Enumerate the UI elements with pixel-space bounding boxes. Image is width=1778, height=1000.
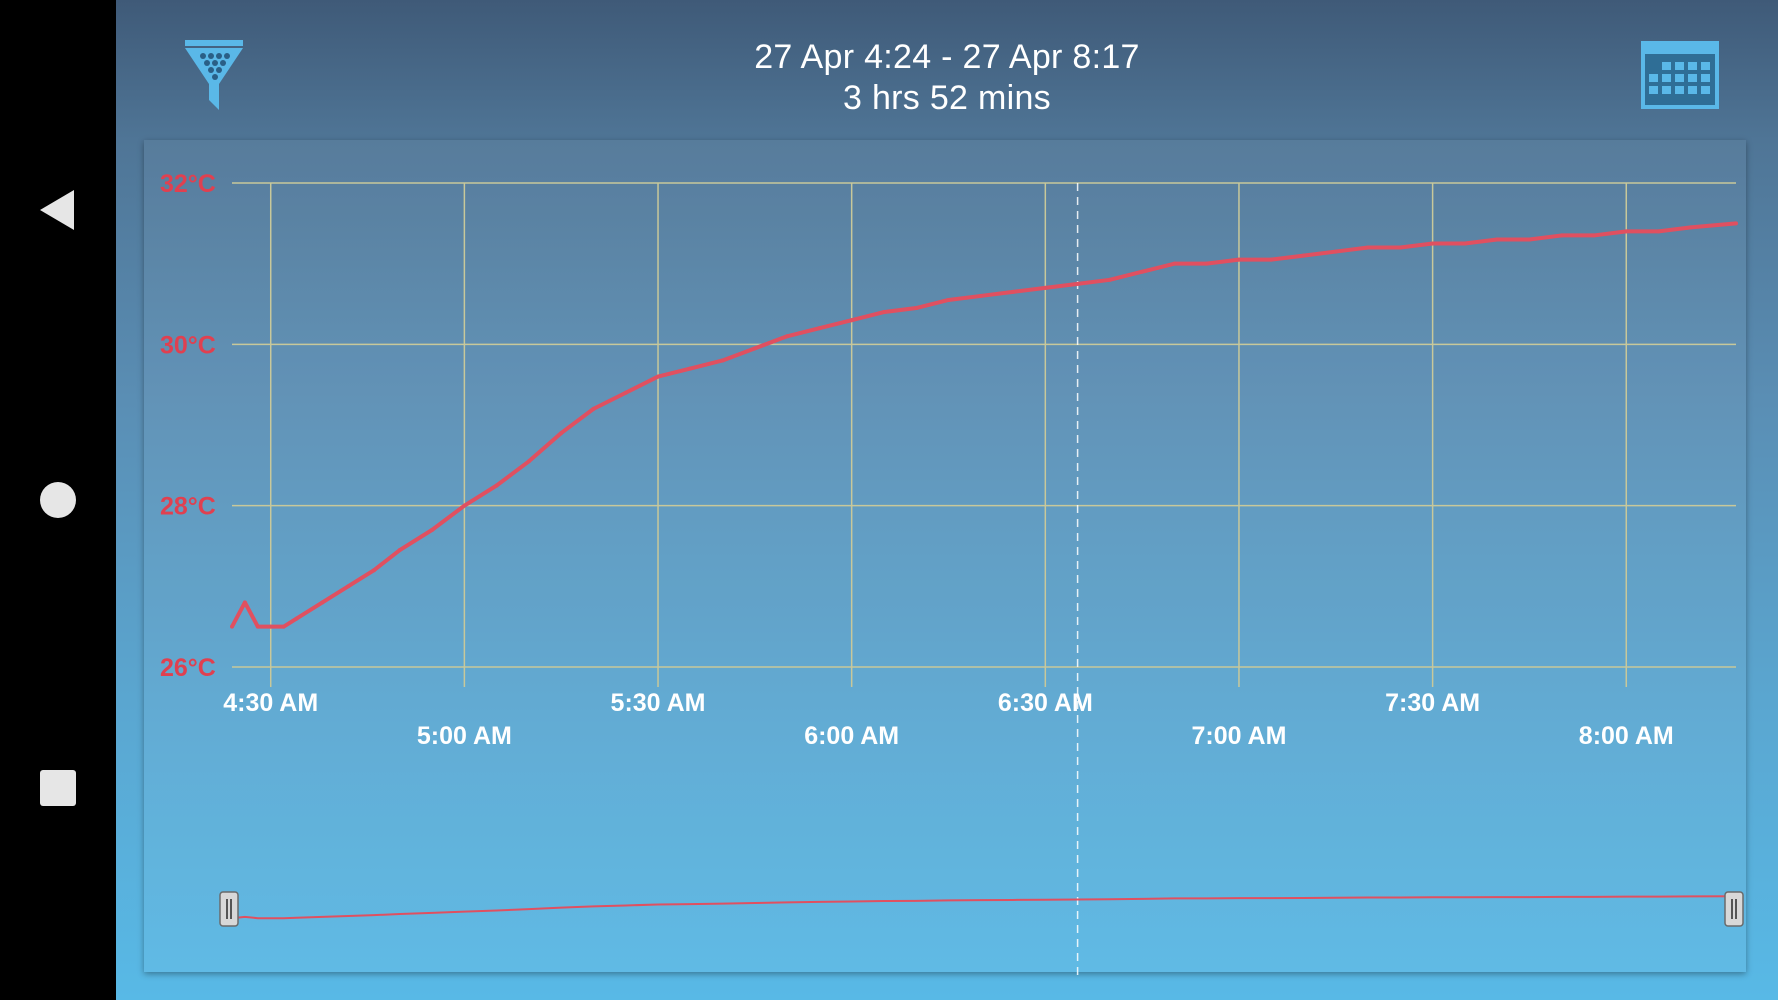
data-point <box>230 624 234 629</box>
data-point <box>946 297 951 302</box>
data-point <box>346 584 351 589</box>
data-point <box>1333 249 1338 254</box>
series-points <box>230 221 1738 629</box>
data-point <box>526 459 531 464</box>
data-point <box>591 406 596 411</box>
funnel-filter-icon <box>185 40 243 110</box>
y-tick-label: 28°C <box>160 493 216 521</box>
data-point <box>881 310 886 315</box>
y-tick-label: 32°C <box>160 170 216 198</box>
series-line-temperature <box>230 221 1737 629</box>
header: 27 Apr 4:24 - 27 Apr 8:17 3 hrs 52 mins <box>116 0 1778 135</box>
data-point <box>720 358 725 363</box>
data-point <box>1624 229 1629 234</box>
data-point <box>242 600 247 605</box>
x-axis-labels: 4:30 AM 5:30 AM 6:30 AM 7:30 AM 5:00 AM 6:00 … <box>223 689 1673 750</box>
data-point <box>1269 257 1274 262</box>
data-point <box>268 624 273 629</box>
data-point <box>623 390 628 395</box>
data-point <box>1204 261 1209 266</box>
data-point <box>462 503 467 508</box>
data-point <box>978 293 983 298</box>
data-point <box>1656 229 1661 234</box>
data-point <box>1236 257 1241 262</box>
y-tick-label: 30°C <box>160 331 216 359</box>
x-tick-label: 6:30 AM <box>998 689 1093 717</box>
data-point <box>785 334 790 339</box>
recents-square-icon <box>40 770 76 806</box>
data-point <box>752 346 757 351</box>
data-point <box>320 600 325 605</box>
data-point <box>849 318 854 323</box>
back-button[interactable] <box>0 170 116 250</box>
data-point <box>1462 241 1467 246</box>
data-point <box>1398 245 1403 250</box>
calendar-icon <box>1641 41 1719 109</box>
data-point <box>656 374 661 379</box>
data-point <box>1366 245 1371 250</box>
data-point <box>294 616 299 621</box>
data-point <box>281 624 286 629</box>
overview-series-line <box>231 895 1737 920</box>
data-point <box>1591 233 1596 238</box>
duration-label: 3 hrs 52 mins <box>843 79 1051 117</box>
back-triangle-icon <box>40 190 74 230</box>
system-navigation-bar <box>0 0 116 1000</box>
data-point <box>1140 269 1145 274</box>
x-tick-label: 5:00 AM <box>417 722 512 750</box>
data-point <box>688 366 693 371</box>
data-point <box>1107 277 1112 282</box>
home-circle-icon <box>40 482 76 518</box>
x-tick-label: 5:30 AM <box>611 689 706 717</box>
horizontal-grid <box>232 182 1736 668</box>
x-tick-label: 8:00 AM <box>1579 722 1674 750</box>
date-range-label: 27 Apr 4:24 - 27 Apr 8:17 <box>754 38 1140 76</box>
data-point <box>817 326 822 331</box>
data-point <box>1495 237 1500 242</box>
data-point <box>1527 237 1532 242</box>
data-point <box>914 306 919 311</box>
filter-button[interactable] <box>183 38 245 112</box>
y-tick-label: 26°C <box>160 654 216 682</box>
data-point <box>1734 221 1738 226</box>
recents-button[interactable] <box>0 748 116 828</box>
chart-panel <box>144 140 1746 972</box>
data-point <box>372 568 377 573</box>
data-point <box>494 483 499 488</box>
vertical-grid <box>269 183 1628 687</box>
data-point <box>397 548 402 553</box>
data-point <box>1172 261 1177 266</box>
data-point <box>1430 241 1435 246</box>
range-handle-left[interactable] <box>219 891 239 927</box>
range-handle-right[interactable] <box>1724 891 1744 927</box>
data-point <box>1043 285 1048 290</box>
x-tick-label: 7:30 AM <box>1385 689 1480 717</box>
home-button[interactable] <box>0 460 116 540</box>
data-point <box>1688 225 1693 230</box>
x-tick-label: 4:30 AM <box>223 689 318 717</box>
data-point <box>1011 289 1016 294</box>
x-tick-label: 7:00 AM <box>1192 722 1287 750</box>
data-point <box>430 527 435 532</box>
data-point <box>1075 281 1080 286</box>
y-axis-labels: 26°C 28°C 30°C 32°C <box>160 170 216 682</box>
data-point <box>255 624 260 629</box>
x-tick-label: 6:00 AM <box>804 722 899 750</box>
data-point <box>1559 233 1564 238</box>
data-point <box>559 431 564 436</box>
data-point <box>1301 253 1306 258</box>
calendar-button[interactable] <box>1640 40 1720 110</box>
